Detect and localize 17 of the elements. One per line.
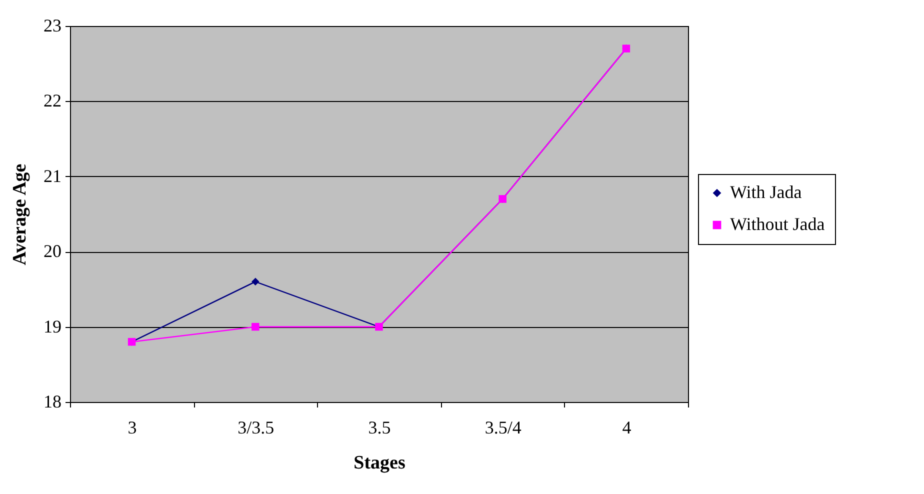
x-tick-label: 3/3.5 <box>238 418 274 438</box>
point <box>252 278 260 286</box>
y-tick-label: 19 <box>44 316 62 336</box>
y-tick-label: 20 <box>44 241 62 262</box>
legend-label: With Jada <box>730 182 802 202</box>
x-tick-label: 4 <box>622 418 632 438</box>
x-tick-label: 3.5/4 <box>484 418 522 438</box>
legend-label: Without Jada <box>730 214 825 234</box>
x-axis-title: Stages <box>354 452 406 474</box>
y-tick-label: 22 <box>44 90 62 111</box>
x-tick-label: 3.5 <box>368 418 391 438</box>
y-tick-label: 23 <box>44 16 62 36</box>
y-tick-label: 21 <box>44 166 62 186</box>
y-axis-title: Average Age <box>10 164 30 266</box>
y-tick-label: 18 <box>44 392 62 412</box>
point <box>252 322 260 331</box>
x-tick-label: 3 <box>128 418 137 438</box>
